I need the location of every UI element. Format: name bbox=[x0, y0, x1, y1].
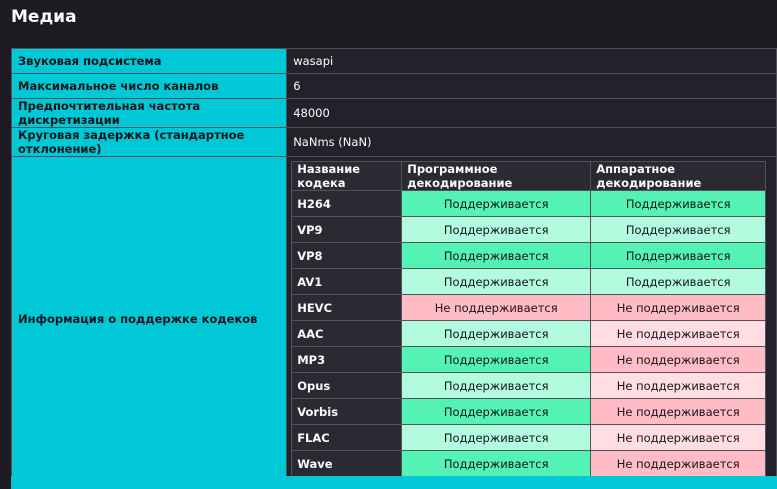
codec-name: AV1 bbox=[291, 268, 403, 295]
codec-support: Поддерживается bbox=[401, 346, 592, 373]
codec-name: Opus bbox=[291, 372, 403, 399]
codec-support: Поддерживается bbox=[590, 190, 767, 217]
codec-support: Поддерживается bbox=[401, 190, 592, 217]
codec-support: Не поддерживается bbox=[590, 346, 767, 373]
codec-row: FLAC Поддерживается Не поддерживается bbox=[291, 424, 767, 451]
codec-row: VP9 Поддерживается Поддерживается bbox=[291, 216, 767, 243]
header-row: Название кодека Программное декодирование… bbox=[291, 161, 767, 191]
next-row bbox=[11, 476, 777, 489]
codec-name: Wave bbox=[291, 450, 403, 477]
codec-name: FLAC bbox=[291, 424, 403, 451]
column-header: Программное декодирование bbox=[401, 161, 592, 191]
codec-support: Не поддерживается bbox=[590, 398, 767, 425]
section-title: Медиа bbox=[11, 7, 77, 27]
row-key: Максимальное число каналов bbox=[10, 73, 288, 99]
codec-name: H264 bbox=[291, 190, 403, 217]
codec-row: MP3 Поддерживается Не поддерживается bbox=[291, 346, 767, 373]
row: Максимальное число каналов 6 bbox=[10, 73, 777, 99]
row-value: 6 bbox=[286, 73, 777, 99]
media-table: Звуковая подсистема wasapi Максимальное чи… bbox=[10, 48, 777, 482]
codec-support: Не поддерживается bbox=[590, 372, 767, 399]
codec-row: AAC Поддерживается Не поддерживается bbox=[291, 320, 767, 347]
codec-row: Wave Поддерживается Не поддерживается bbox=[291, 450, 767, 477]
codec-support: Не поддерживается bbox=[590, 294, 767, 321]
codec-name: VP8 bbox=[291, 242, 403, 269]
row-key: Информация о поддержке кодеков bbox=[10, 156, 288, 482]
codec-table: Название кодека Программное декодирование… bbox=[291, 161, 767, 477]
codec-name: AAC bbox=[291, 320, 403, 347]
codec-row: HEVC Не поддерживается Не поддерживается bbox=[291, 294, 767, 321]
codec-support: Не поддерживается bbox=[590, 450, 767, 477]
codec-support: Не поддерживается bbox=[401, 294, 592, 321]
codec-support: Поддерживается bbox=[401, 320, 592, 347]
codec-name: VP9 bbox=[291, 216, 403, 243]
codec-support: Поддерживается bbox=[401, 398, 592, 425]
row: Круговая задержка (стандартное отклонени… bbox=[10, 127, 777, 157]
codec-support: Не поддерживается bbox=[590, 320, 767, 347]
codec-support: Поддерживается bbox=[401, 450, 592, 477]
codec-support: Поддерживается bbox=[401, 216, 592, 243]
codec-support: Поддерживается bbox=[401, 372, 592, 399]
codec-row: AV1 Поддерживается Поддерживается bbox=[291, 268, 767, 295]
row: Предпочтительная частота дискретизации 48… bbox=[10, 98, 777, 128]
row: Звуковая подсистема wasapi bbox=[10, 48, 777, 74]
codec-name: HEVC bbox=[291, 294, 403, 321]
codec-support: Поддерживается bbox=[401, 242, 592, 269]
codec-row: H264 Поддерживается Поддерживается bbox=[291, 190, 767, 217]
codec-name: MP3 bbox=[291, 346, 403, 373]
codec-support: Поддерживается bbox=[590, 268, 767, 295]
row-value: NaNms (NaN) bbox=[286, 127, 777, 157]
row-key: Круговая задержка (стандартное отклонени… bbox=[10, 127, 288, 157]
codec-support: Поддерживается bbox=[590, 242, 767, 269]
row-value: 48000 bbox=[286, 98, 777, 128]
codec-row: VP8 Поддерживается Поддерживается bbox=[291, 242, 767, 269]
codec-name: Vorbis bbox=[291, 398, 403, 425]
column-header: Аппаратное декодирование bbox=[590, 161, 767, 191]
codec-support: Поддерживается bbox=[590, 216, 767, 243]
codec-support: Поддерживается bbox=[401, 424, 592, 451]
codec-support: Поддерживается bbox=[401, 268, 592, 295]
row: Информация о поддержке кодеков Название к… bbox=[10, 156, 777, 482]
row-value: Название кодека Программное декодирование… bbox=[286, 156, 777, 482]
codec-row: Opus Поддерживается Не поддерживается bbox=[291, 372, 767, 399]
row-key: Предпочтительная частота дискретизации bbox=[10, 98, 288, 128]
codec-row: Vorbis Поддерживается Не поддерживается bbox=[291, 398, 767, 425]
row-value: wasapi bbox=[286, 48, 777, 74]
row-key: Звуковая подсистема bbox=[10, 48, 288, 74]
codec-support: Не поддерживается bbox=[590, 424, 767, 451]
column-header: Название кодека bbox=[291, 161, 403, 191]
